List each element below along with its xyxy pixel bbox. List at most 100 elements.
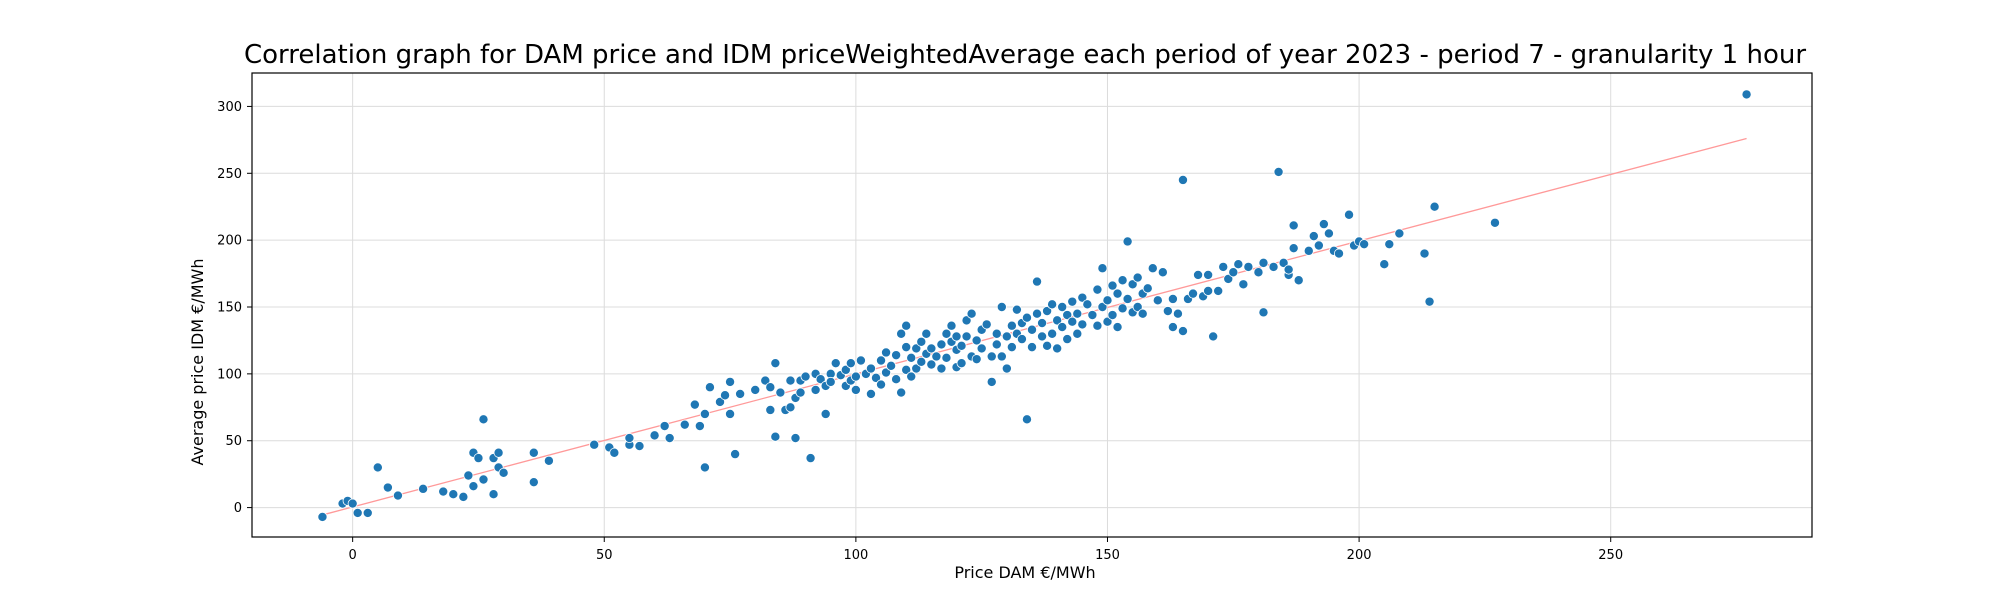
data-point (991, 339, 1002, 350)
data-point (1308, 231, 1319, 242)
data-point (488, 489, 499, 500)
data-point (1117, 303, 1128, 314)
data-point (1032, 308, 1043, 319)
data-point (926, 359, 937, 370)
data-point (1228, 267, 1239, 278)
data-point (1016, 334, 1027, 345)
data-point (1072, 308, 1083, 319)
data-point (941, 328, 952, 339)
data-point (1213, 285, 1224, 296)
data-point (1218, 261, 1229, 272)
data-point (845, 358, 856, 369)
data-point (1097, 263, 1108, 274)
data-point (916, 356, 927, 367)
y-tick-label: 250 (217, 167, 242, 182)
data-point (795, 387, 806, 398)
data-point (649, 430, 660, 441)
data-point (1072, 328, 1083, 339)
grid-layer (252, 73, 1812, 537)
data-point (906, 352, 917, 363)
data-point (1067, 296, 1078, 307)
data-point (392, 490, 403, 501)
data-point (941, 352, 952, 363)
data-point (1268, 261, 1279, 272)
data-point (1097, 302, 1108, 313)
data-point (936, 363, 947, 374)
data-point (1489, 217, 1500, 228)
data-point (750, 384, 761, 395)
data-point (966, 308, 977, 319)
data-point (790, 433, 801, 444)
y-tick-label: 50 (225, 434, 242, 449)
data-point (1384, 239, 1395, 250)
data-point (664, 433, 675, 444)
data-point (1042, 306, 1053, 317)
data-point (1188, 288, 1199, 299)
data-point (659, 421, 670, 432)
x-tick-label: 250 (1598, 548, 1623, 563)
data-point (1223, 273, 1234, 284)
data-point (850, 371, 861, 382)
data-point (1107, 310, 1118, 321)
data-point (1318, 219, 1329, 230)
data-point (810, 384, 821, 395)
data-point (805, 453, 816, 464)
data-point (715, 396, 726, 407)
data-point (1011, 304, 1022, 315)
data-point (911, 343, 922, 354)
data-point (1157, 267, 1168, 278)
data-point (528, 447, 539, 458)
data-point (699, 408, 710, 419)
data-point (473, 453, 484, 464)
data-point (901, 364, 912, 375)
data-point (493, 447, 504, 458)
data-point (911, 363, 922, 374)
data-point (956, 358, 967, 369)
data-point (865, 388, 876, 399)
data-point (1062, 310, 1073, 321)
data-point (1021, 312, 1032, 323)
data-point (971, 335, 982, 346)
data-point (1127, 279, 1138, 290)
data-point (1142, 283, 1153, 294)
data-point (1288, 243, 1299, 254)
x-tick-label: 200 (1347, 548, 1372, 563)
data-point (1006, 342, 1017, 353)
data-point (1152, 295, 1163, 306)
data-point (986, 351, 997, 362)
data-point (1359, 239, 1370, 250)
chart-title: Correlation graph for DAM price and IDM … (244, 40, 1806, 70)
data-point (986, 376, 997, 387)
data-point (1238, 279, 1249, 290)
data-point (704, 382, 715, 393)
data-point (725, 376, 736, 387)
data-point (901, 342, 912, 353)
data-point (815, 374, 826, 385)
data-point (362, 507, 373, 518)
data-point (1112, 288, 1123, 299)
data-point (876, 379, 887, 390)
data-point (1741, 89, 1752, 100)
data-point (936, 339, 947, 350)
data-point (1042, 340, 1053, 351)
data-point (1122, 293, 1133, 304)
data-point (876, 355, 887, 366)
data-point (347, 498, 358, 509)
data-point (916, 336, 927, 347)
x-axis-label: Price DAM €/MWh (954, 563, 1095, 582)
data-point (458, 491, 469, 502)
data-point (1258, 257, 1269, 268)
data-point (800, 371, 811, 382)
data-point (1162, 306, 1173, 317)
data-point (996, 351, 1007, 362)
data-point (1001, 363, 1012, 374)
data-point (498, 467, 509, 478)
data-point (1333, 248, 1344, 259)
data-point (855, 355, 866, 366)
data-point (921, 328, 932, 339)
data-point (976, 343, 987, 354)
data-point (372, 462, 383, 473)
data-point (760, 375, 771, 386)
data-point (448, 489, 459, 500)
y-tick-label: 200 (217, 234, 242, 249)
